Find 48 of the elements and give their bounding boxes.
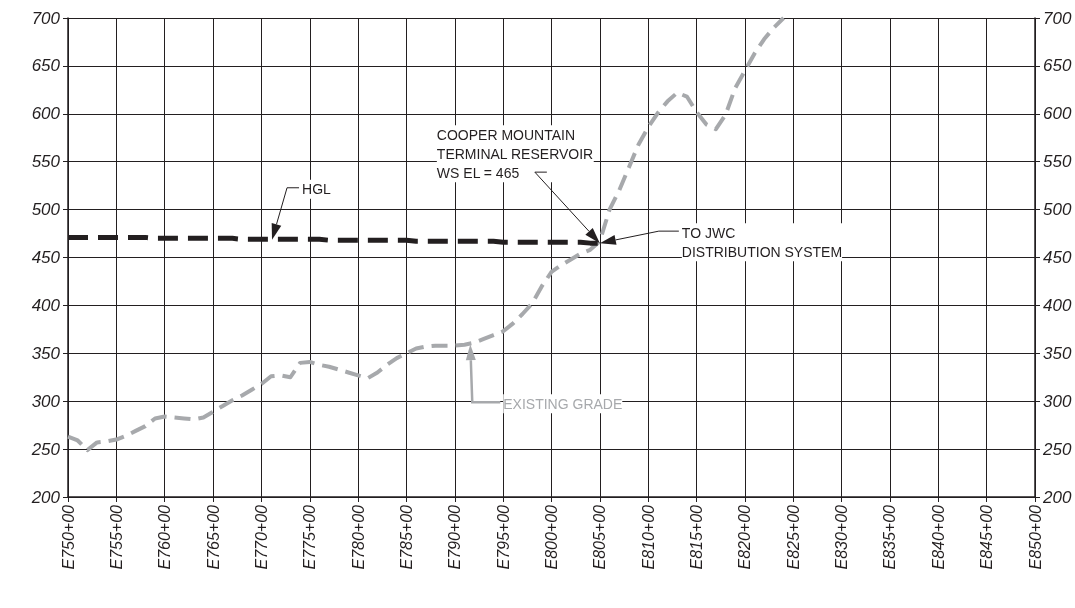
y2-tick-label: 550 bbox=[1043, 152, 1072, 172]
y2-tick-label: 200 bbox=[1042, 487, 1072, 507]
x-tick-label: E805+00 bbox=[591, 504, 609, 570]
y-tick-label: 550 bbox=[31, 152, 61, 172]
line-series bbox=[66, 16, 786, 453]
y-tick-label: 350 bbox=[31, 343, 61, 363]
x-tick-label: E780+00 bbox=[349, 504, 367, 570]
y2-tick-label: 700 bbox=[1043, 8, 1072, 28]
x-tick-label: E790+00 bbox=[446, 504, 464, 570]
y2-tick-label: 300 bbox=[1043, 391, 1072, 411]
y2-tick-label: 450 bbox=[1043, 248, 1072, 267]
y-tick-label: 300 bbox=[31, 391, 61, 411]
x-tick-label: E840+00 bbox=[929, 504, 947, 570]
y-tick-label: 600 bbox=[31, 104, 61, 124]
x-tick-label: E755+00 bbox=[107, 504, 125, 570]
x-tick-label: E765+00 bbox=[204, 504, 222, 570]
y2-tick-label: 350 bbox=[1043, 343, 1072, 363]
x-tick-label: E760+00 bbox=[156, 504, 174, 570]
y-tick-label: 700 bbox=[31, 8, 61, 28]
x-tick-label: E845+00 bbox=[978, 504, 996, 570]
y2-tick-label: 250 bbox=[1042, 439, 1072, 459]
y2-tick-label: 650 bbox=[1043, 56, 1072, 76]
x-tick-label: E775+00 bbox=[301, 504, 319, 570]
annotation: COOPER MOUNTAIN TERMINAL RESERVOIR WS EL = 465 bbox=[436, 126, 594, 181]
x-tick-label: E795+00 bbox=[494, 504, 512, 570]
y2-tick-label: 400 bbox=[1043, 295, 1072, 315]
annotation: TO JWC DISTRIBUTION SYSTEM bbox=[681, 224, 843, 260]
y2-tick-label: 600 bbox=[1043, 104, 1072, 124]
y2-tick-label: 500 bbox=[1043, 200, 1072, 220]
y-tick-label: 450 bbox=[31, 248, 61, 267]
x-tick-label: E820+00 bbox=[736, 504, 754, 570]
x-tick-label: E815+00 bbox=[688, 504, 706, 570]
y-tick-label: 650 bbox=[31, 56, 61, 76]
y-tick-label: 200 bbox=[30, 487, 61, 507]
y-tick-label: 500 bbox=[31, 200, 61, 220]
x-tick-label: E800+00 bbox=[543, 504, 560, 570]
annotation: EXISTING GRADE bbox=[503, 395, 623, 412]
y-tick-label: 400 bbox=[31, 295, 61, 315]
x-tick-label: E825+00 bbox=[784, 504, 802, 570]
x-tick-label: E850+00 bbox=[1026, 504, 1044, 570]
x-tick-label: E785+00 bbox=[397, 504, 415, 570]
y-tick-label: 250 bbox=[30, 439, 61, 459]
x-tick-label: E835+00 bbox=[881, 504, 899, 570]
annotation: HGL bbox=[302, 181, 332, 198]
x-tick-label: E810+00 bbox=[639, 504, 657, 570]
x-tick-label: E830+00 bbox=[833, 504, 851, 570]
x-tick-label: E750+00 bbox=[59, 504, 77, 570]
x-tick-label: E770+00 bbox=[252, 504, 270, 570]
